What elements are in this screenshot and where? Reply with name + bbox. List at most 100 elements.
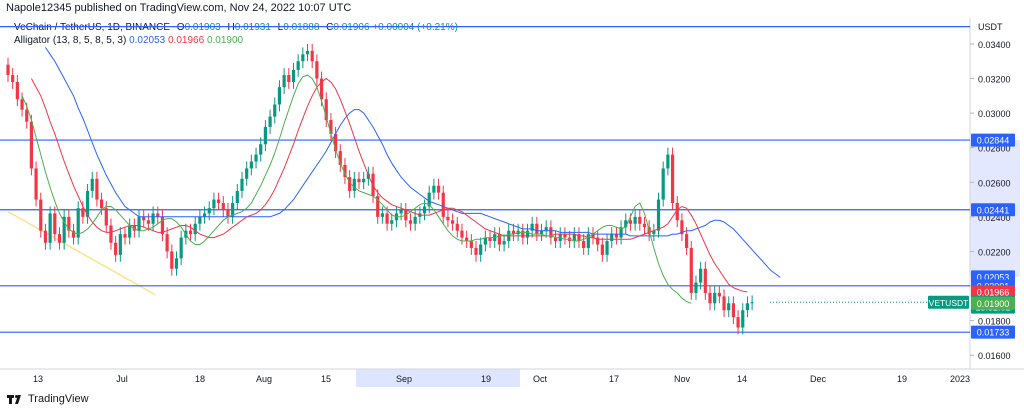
candle-body: [703, 268, 707, 293]
candle-body: [666, 154, 670, 169]
candle-body: [43, 230, 48, 243]
candle-body: [34, 168, 38, 200]
alligator-jaw-line: [44, 47, 781, 278]
candle-body: [577, 234, 581, 242]
candle-body: [137, 216, 141, 231]
price-label-box: [971, 285, 1015, 299]
teeth-value: 0.01966: [168, 35, 205, 46]
candle-body: [348, 177, 352, 191]
close-value: 0.01906: [333, 22, 370, 33]
x-tick-label: Jul: [116, 374, 128, 384]
candle-body: [502, 241, 506, 245]
candle-body: [301, 54, 305, 62]
candle-body: [689, 247, 693, 293]
candle-body: [390, 220, 394, 224]
candle-body: [727, 303, 731, 311]
candle-body: [460, 230, 464, 238]
candle-body: [39, 199, 43, 231]
x-tick-label: 19: [897, 374, 907, 384]
candle-body: [427, 192, 431, 207]
candle-body: [474, 247, 478, 255]
candle-body: [282, 75, 286, 88]
candle-body: [553, 237, 558, 242]
high-value: 0.01931: [234, 22, 271, 33]
price-label-text: 0.02844: [977, 136, 1010, 146]
price-label-box: [971, 133, 1015, 147]
candle-body: [624, 220, 628, 228]
candle-body: [479, 244, 483, 255]
candle-body: [338, 151, 342, 165]
candle-body: [680, 220, 684, 235]
y-tick-label: 0.03400: [978, 40, 1011, 50]
y-tick-label: 0.02200: [978, 247, 1011, 257]
candle-body: [287, 75, 291, 82]
candle-body: [469, 241, 473, 248]
candle-body: [151, 213, 155, 224]
price-label-box: [971, 296, 1015, 310]
candle-body: [235, 190, 239, 204]
candle-body: [656, 199, 661, 231]
candle-body: [722, 296, 726, 311]
candle-body: [221, 203, 225, 210]
candle-body: [699, 268, 703, 283]
x-tick-label: 13: [33, 374, 43, 384]
candle-body: [114, 242, 118, 255]
candle-body: [156, 213, 160, 217]
alligator-lips-line: [21, 74, 692, 304]
candle-body: [48, 213, 52, 243]
candle-body: [685, 234, 689, 248]
candle-body: [305, 50, 310, 55]
candle-body: [90, 178, 94, 191]
candle-body: [71, 230, 76, 238]
candle-body: [296, 61, 300, 70]
candle-body: [736, 317, 740, 328]
x-tick-label: Aug: [256, 374, 272, 384]
candle-body: [544, 227, 548, 231]
candle-body: [188, 230, 193, 235]
candle-body: [198, 216, 202, 224]
symbol-legend: VeChain / TetherUS, 1D, BINANCE O0.01903…: [14, 22, 458, 33]
candle-body: [633, 216, 637, 224]
x-tick-label: 17: [609, 374, 619, 384]
candle-body: [591, 234, 595, 238]
candle-body: [530, 223, 534, 231]
candle-body: [511, 230, 516, 235]
candle-body: [6, 64, 10, 76]
x-tick-label: Oct: [533, 374, 548, 384]
candle-body: [596, 237, 600, 245]
open-value: 0.01903: [184, 22, 221, 33]
candle-body: [432, 185, 436, 193]
candle-body: [20, 99, 24, 110]
candle-body: [25, 109, 29, 122]
candle-body: [231, 203, 235, 217]
y-tick-label: 0.02800: [978, 144, 1011, 154]
candle-body: [408, 220, 413, 224]
candle-body: [249, 161, 253, 169]
candle-body: [413, 216, 417, 224]
y-tick-label: 0.02600: [978, 178, 1011, 188]
candle-body: [193, 223, 197, 235]
candle-body: [217, 199, 221, 204]
candle-body: [100, 199, 104, 209]
high-label: H: [227, 22, 235, 33]
candle-body: [128, 225, 132, 238]
alligator-teeth-line: [30, 77, 748, 293]
candle-body: [174, 258, 179, 269]
trend-line[interactable]: [7, 211, 156, 296]
candle-body: [549, 227, 553, 238]
x-tick-label: Nov: [674, 374, 691, 384]
candle-body: [670, 154, 675, 204]
jaw-value: 0.02053: [129, 35, 166, 46]
candle-body: [352, 178, 356, 191]
candle-body: [329, 120, 333, 134]
candle-body: [245, 168, 249, 179]
candle-body: [146, 220, 150, 224]
candle-body: [202, 213, 207, 217]
candle-body: [497, 234, 501, 245]
candle-body: [422, 206, 427, 214]
y-tick-label: 0.01800: [978, 317, 1011, 327]
footer: TradingView: [6, 393, 89, 405]
candle-body: [291, 69, 296, 82]
y-tick-label: 0.03200: [978, 75, 1011, 85]
